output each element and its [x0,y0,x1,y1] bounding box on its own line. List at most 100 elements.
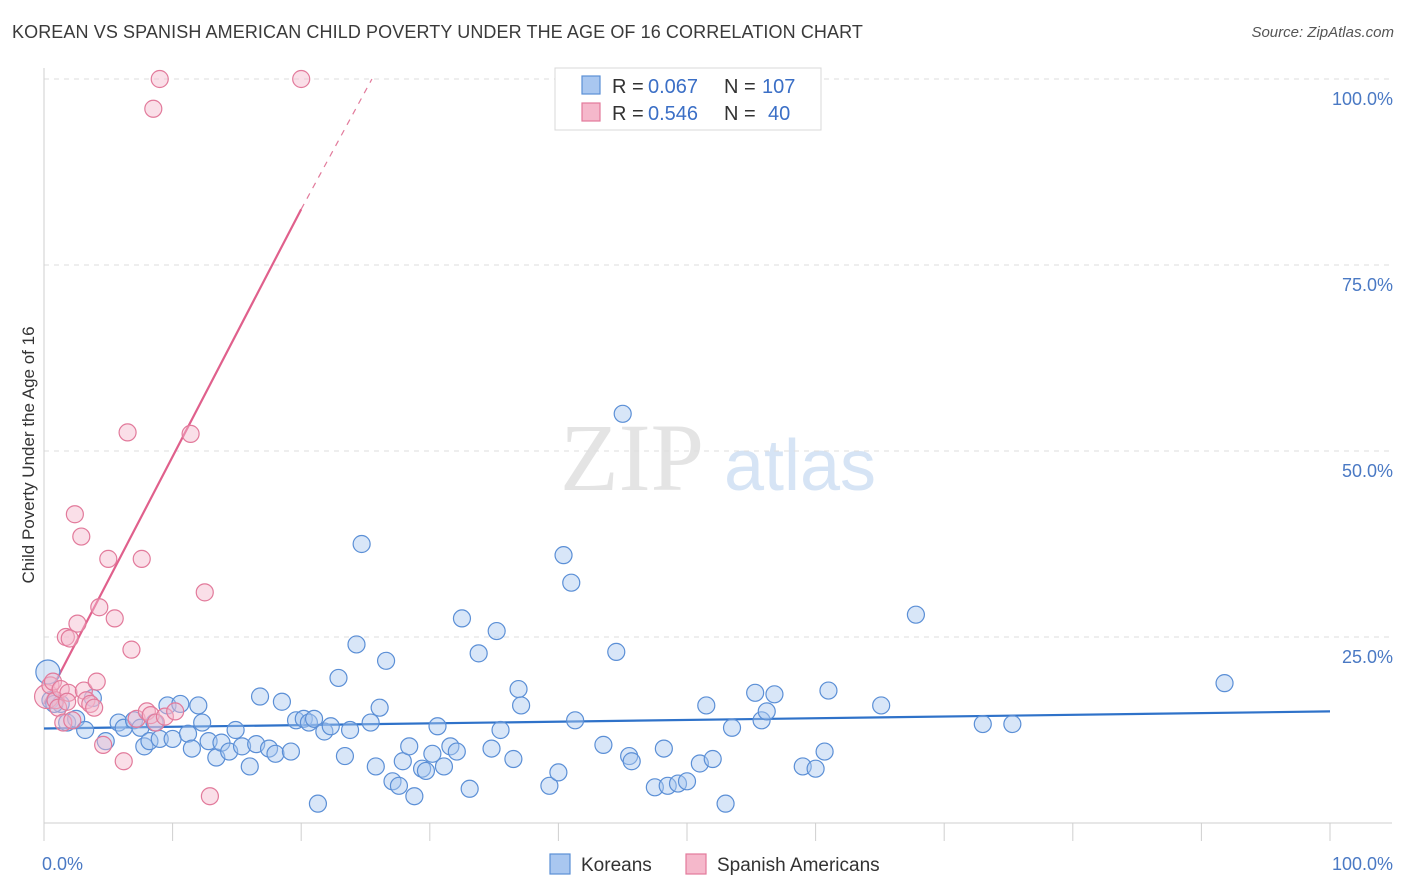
spanish-american-point [68,614,87,633]
watermark-atlas: atlas [724,426,876,506]
korean-point [607,642,626,661]
bottom-legend-swatch-koreans [549,853,571,875]
korean-point [819,681,838,700]
korean-point [232,737,252,756]
korean-point [281,742,301,761]
korean-point [973,714,992,734]
y-tick-label: 25.0% [1342,647,1393,667]
legend-r-label-koreans: R = [612,76,644,98]
x-tick-label-min: 0.0% [42,854,83,874]
korean-point [540,776,559,795]
korean-point [487,621,506,641]
spanish-american-point [118,423,137,442]
spanish-american-point [181,424,200,443]
korean-point [182,739,201,758]
spanish-american-point [166,702,185,721]
korean-point [746,683,765,702]
korean-point [347,635,366,654]
korean-point [416,761,436,781]
korean-point [226,720,245,740]
korean-point [178,724,198,743]
korean-point [815,742,834,761]
spanish-american-point [90,598,109,617]
spanish-trend-line [43,208,303,705]
korean-point [423,744,442,763]
spanish-american-point [292,69,311,89]
korean-point [452,609,472,628]
korean-point [250,687,270,706]
watermark-zip: ZIP [560,404,704,511]
bottom-legend-swatch-spanish-americans [685,853,707,875]
korean-point [509,679,528,699]
spanish-american-point [150,69,169,89]
korean-point [549,763,568,782]
spanish-american-point [200,787,219,806]
korean-point [109,713,128,732]
korean-point [366,757,385,776]
legend-n-label-spanish: N = [724,103,756,125]
korean-point [554,546,573,565]
spanish-american-points [33,69,311,806]
korean-point [193,713,212,732]
korean-point [482,739,501,758]
spanish-american-point [87,672,106,691]
korean-point [562,573,581,592]
korean-point [906,605,926,624]
spanish-american-point [114,752,133,771]
korean-point [405,787,424,806]
y-tick-label: 100.0% [1332,89,1393,109]
chart-title: KOREAN VS SPANISH AMERICAN CHILD POVERTY… [12,22,863,42]
stats-legend: R = 0.067 N = 107 R = 0.546 N = 40 [554,67,822,131]
korean-point [806,759,825,778]
korean-point [76,720,95,740]
korean-point [361,713,380,732]
gridlines [44,78,1392,638]
korean-point [757,702,776,721]
spanish-american-point [105,609,124,628]
korean-point [722,718,742,737]
series-legend: Koreans Spanish Americans [549,853,880,876]
korean-point [352,534,371,554]
korean-point [872,696,891,715]
korean-point [163,729,182,749]
korean-point [189,696,208,715]
legend-swatch-spanish-americans [581,102,601,122]
spanish-american-point [146,713,165,732]
korean-point [697,696,716,715]
korean-point [594,735,613,754]
korean-point [434,757,454,776]
korean-point [613,404,632,423]
tick-labels: 100.0% 75.0% 50.0% 25.0% 0.0% 100.0% [42,89,1393,874]
spanish-american-point [65,505,84,524]
axes [43,68,1392,841]
korean-point [703,749,722,769]
korean-point [329,668,348,688]
korean-point [389,776,409,795]
korean-point [566,711,585,730]
korean-point [266,744,285,763]
trend-lines [43,78,1331,730]
legend-n-value-koreans: 107 [762,76,795,98]
legend-r-value-koreans: 0.067 [648,76,698,98]
korean-point [335,746,355,766]
korean-point [654,739,673,758]
bottom-legend-spanish-americans: Spanish Americans [717,855,880,876]
source-label: Source: ZipAtlas.com [1251,24,1394,41]
korean-point [447,742,466,761]
spanish-american-point [60,629,79,648]
spanish-american-point [155,707,174,726]
spanish-american-point [94,735,113,754]
korean-point [340,720,360,740]
korean-point [308,794,328,813]
korean-point [1003,714,1022,734]
spanish-american-point [122,640,141,659]
korean-point [376,651,396,670]
korean-point [272,692,292,711]
spanish-american-point [132,549,151,568]
legend-n-label-koreans: N = [724,76,756,98]
bottom-legend-koreans: Koreans [581,855,652,876]
korean-point [469,644,488,663]
spanish-american-point [43,672,63,691]
korean-point [504,749,523,769]
